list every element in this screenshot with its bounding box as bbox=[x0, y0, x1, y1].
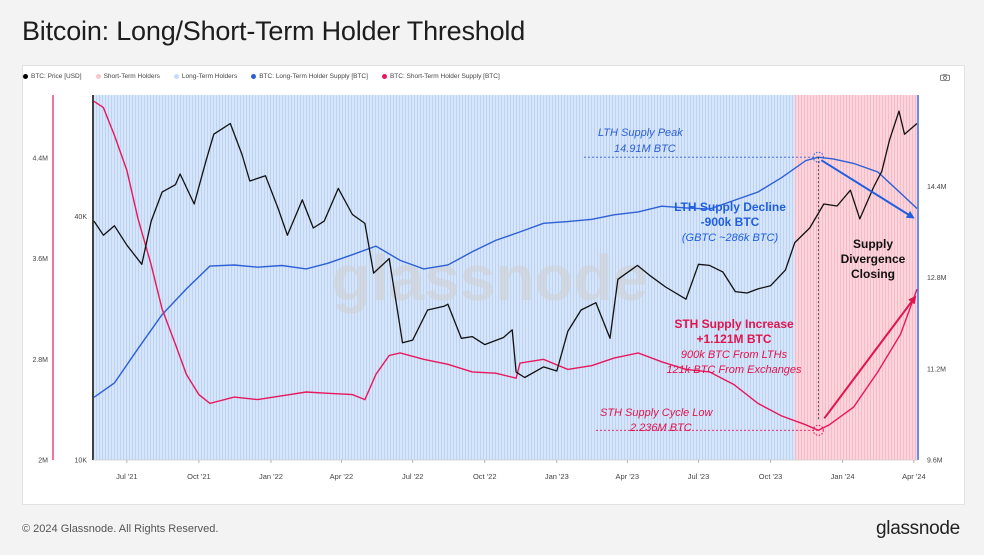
page-title: Bitcoin: Long/Short-Term Holder Threshol… bbox=[22, 16, 526, 46]
lth-supply-line bbox=[93, 156, 918, 398]
right-axis-tick: 9.6M bbox=[927, 458, 943, 465]
x-axis-tick: Oct '21 bbox=[187, 472, 211, 481]
x-axis-tick: Oct '22 bbox=[473, 472, 497, 481]
x-axis-tick: Jul '21 bbox=[116, 472, 137, 481]
right-axis-tick: 12.8M bbox=[927, 275, 947, 282]
legend-item-price[interactable]: BTC: Price [USD] bbox=[23, 73, 82, 80]
axes: 2M 2.8M 3.6M 4.4M 10K 40K 9.6M 11.2M 12.8M 14.4M J… bbox=[32, 95, 947, 481]
legend-label-lth-area: Long-Term Holders bbox=[181, 73, 238, 80]
legend-item-sth-supply[interactable]: BTC: Short-Term Holder Supply [BTC] bbox=[381, 73, 500, 80]
legend-item-sth-area[interactable]: Short-Term Holders bbox=[95, 73, 160, 80]
legend-dot-sth-area bbox=[95, 74, 101, 79]
chart-legend: BTC: Price [USD] Short-Term Holders Long… bbox=[23, 73, 500, 80]
right-axis-tick: 11.2M bbox=[927, 366, 946, 373]
series-lines bbox=[93, 100, 918, 432]
sth-region bbox=[794, 95, 917, 460]
copyright-text: © 2024 Glassnode. All Rights Reserved. bbox=[22, 523, 219, 535]
sth-increase-note-2: 121k BTC From Exchanges bbox=[666, 364, 802, 376]
divergence-label-1: Supply bbox=[853, 237, 893, 251]
right-axis-tick: 14.4M bbox=[927, 184, 947, 191]
sth-increase-arrow bbox=[823, 295, 917, 419]
camera-icon[interactable] bbox=[940, 74, 950, 81]
divergence-label-3: Closing bbox=[851, 267, 895, 281]
left-axis-tick: 2.8M bbox=[32, 357, 48, 364]
sth-increase-value: +1.121M BTC bbox=[696, 332, 771, 346]
sth-supply-line bbox=[93, 100, 918, 432]
left-axis-tick: 3.6M bbox=[32, 256, 48, 263]
watermark: glassnode bbox=[332, 242, 649, 314]
lth-region bbox=[94, 95, 795, 460]
legend-label-sth-supply: BTC: Short-Term Holder Supply [BTC] bbox=[389, 73, 500, 80]
legend-item-lth-supply[interactable]: BTC: Long-Term Holder Supply [BTC] bbox=[251, 73, 368, 80]
lth-peak-label: LTH Supply Peak bbox=[598, 127, 683, 139]
brand-logo: glassnode bbox=[876, 518, 960, 539]
legend-dot-price bbox=[23, 74, 28, 79]
sth-increase-note-1: 900k BTC From LTHs bbox=[681, 349, 788, 361]
legend-dot-lth-supply bbox=[251, 74, 257, 79]
x-axis-tick: Jan '23 bbox=[545, 472, 569, 481]
x-axis-tick: Jan '22 bbox=[259, 472, 283, 481]
x-axis-tick: Apr '22 bbox=[330, 472, 354, 481]
sth-increase-label: STH Supply Increase bbox=[674, 317, 794, 331]
lth-decline-label: LTH Supply Decline bbox=[674, 200, 786, 214]
left-axis-tick: 2M bbox=[38, 458, 48, 465]
price-axis-tick: 40K bbox=[75, 214, 88, 221]
legend-item-lth-area[interactable]: Long-Term Holders bbox=[173, 73, 238, 80]
lth-peak-value: 14.91M BTC bbox=[614, 143, 676, 155]
sth-low-marker bbox=[812, 424, 824, 436]
lth-decline-note: (GBTC ~286k BTC) bbox=[682, 232, 779, 244]
legend-label-lth-supply: BTC: Long-Term Holder Supply [BTC] bbox=[259, 73, 368, 80]
legend-dot-lth-area bbox=[173, 74, 179, 79]
price-axis-tick: 10K bbox=[75, 458, 88, 465]
x-axis-tick: Oct '23 bbox=[759, 472, 783, 481]
legend-label-price: BTC: Price [USD] bbox=[31, 73, 82, 80]
background-regions bbox=[94, 95, 917, 460]
left-axis-tick: 4.4M bbox=[32, 155, 48, 162]
sth-low-label: STH Supply Cycle Low bbox=[600, 407, 714, 419]
x-axis-tick: Apr '23 bbox=[616, 472, 640, 481]
x-axis-tick: Jan '24 bbox=[831, 472, 855, 481]
legend-dot-sth-supply bbox=[381, 74, 387, 79]
x-axis-tick: Apr '24 bbox=[902, 472, 926, 481]
lth-peak-marker bbox=[812, 151, 824, 163]
x-axis-tick: Jul '22 bbox=[402, 472, 423, 481]
divergence-label-2: Divergence bbox=[841, 252, 906, 266]
lth-decline-arrow bbox=[820, 159, 915, 219]
legend-label-sth-area: Short-Term Holders bbox=[103, 73, 160, 80]
price-line bbox=[93, 110, 918, 379]
sth-low-value: 2.236M BTC bbox=[629, 422, 692, 434]
annotations: LTH Supply Peak 14.91M BTC LTH Supply Decl… bbox=[584, 127, 917, 436]
x-axis-tick: Jul '23 bbox=[688, 472, 709, 481]
lth-decline-value: -900k BTC bbox=[701, 215, 760, 229]
